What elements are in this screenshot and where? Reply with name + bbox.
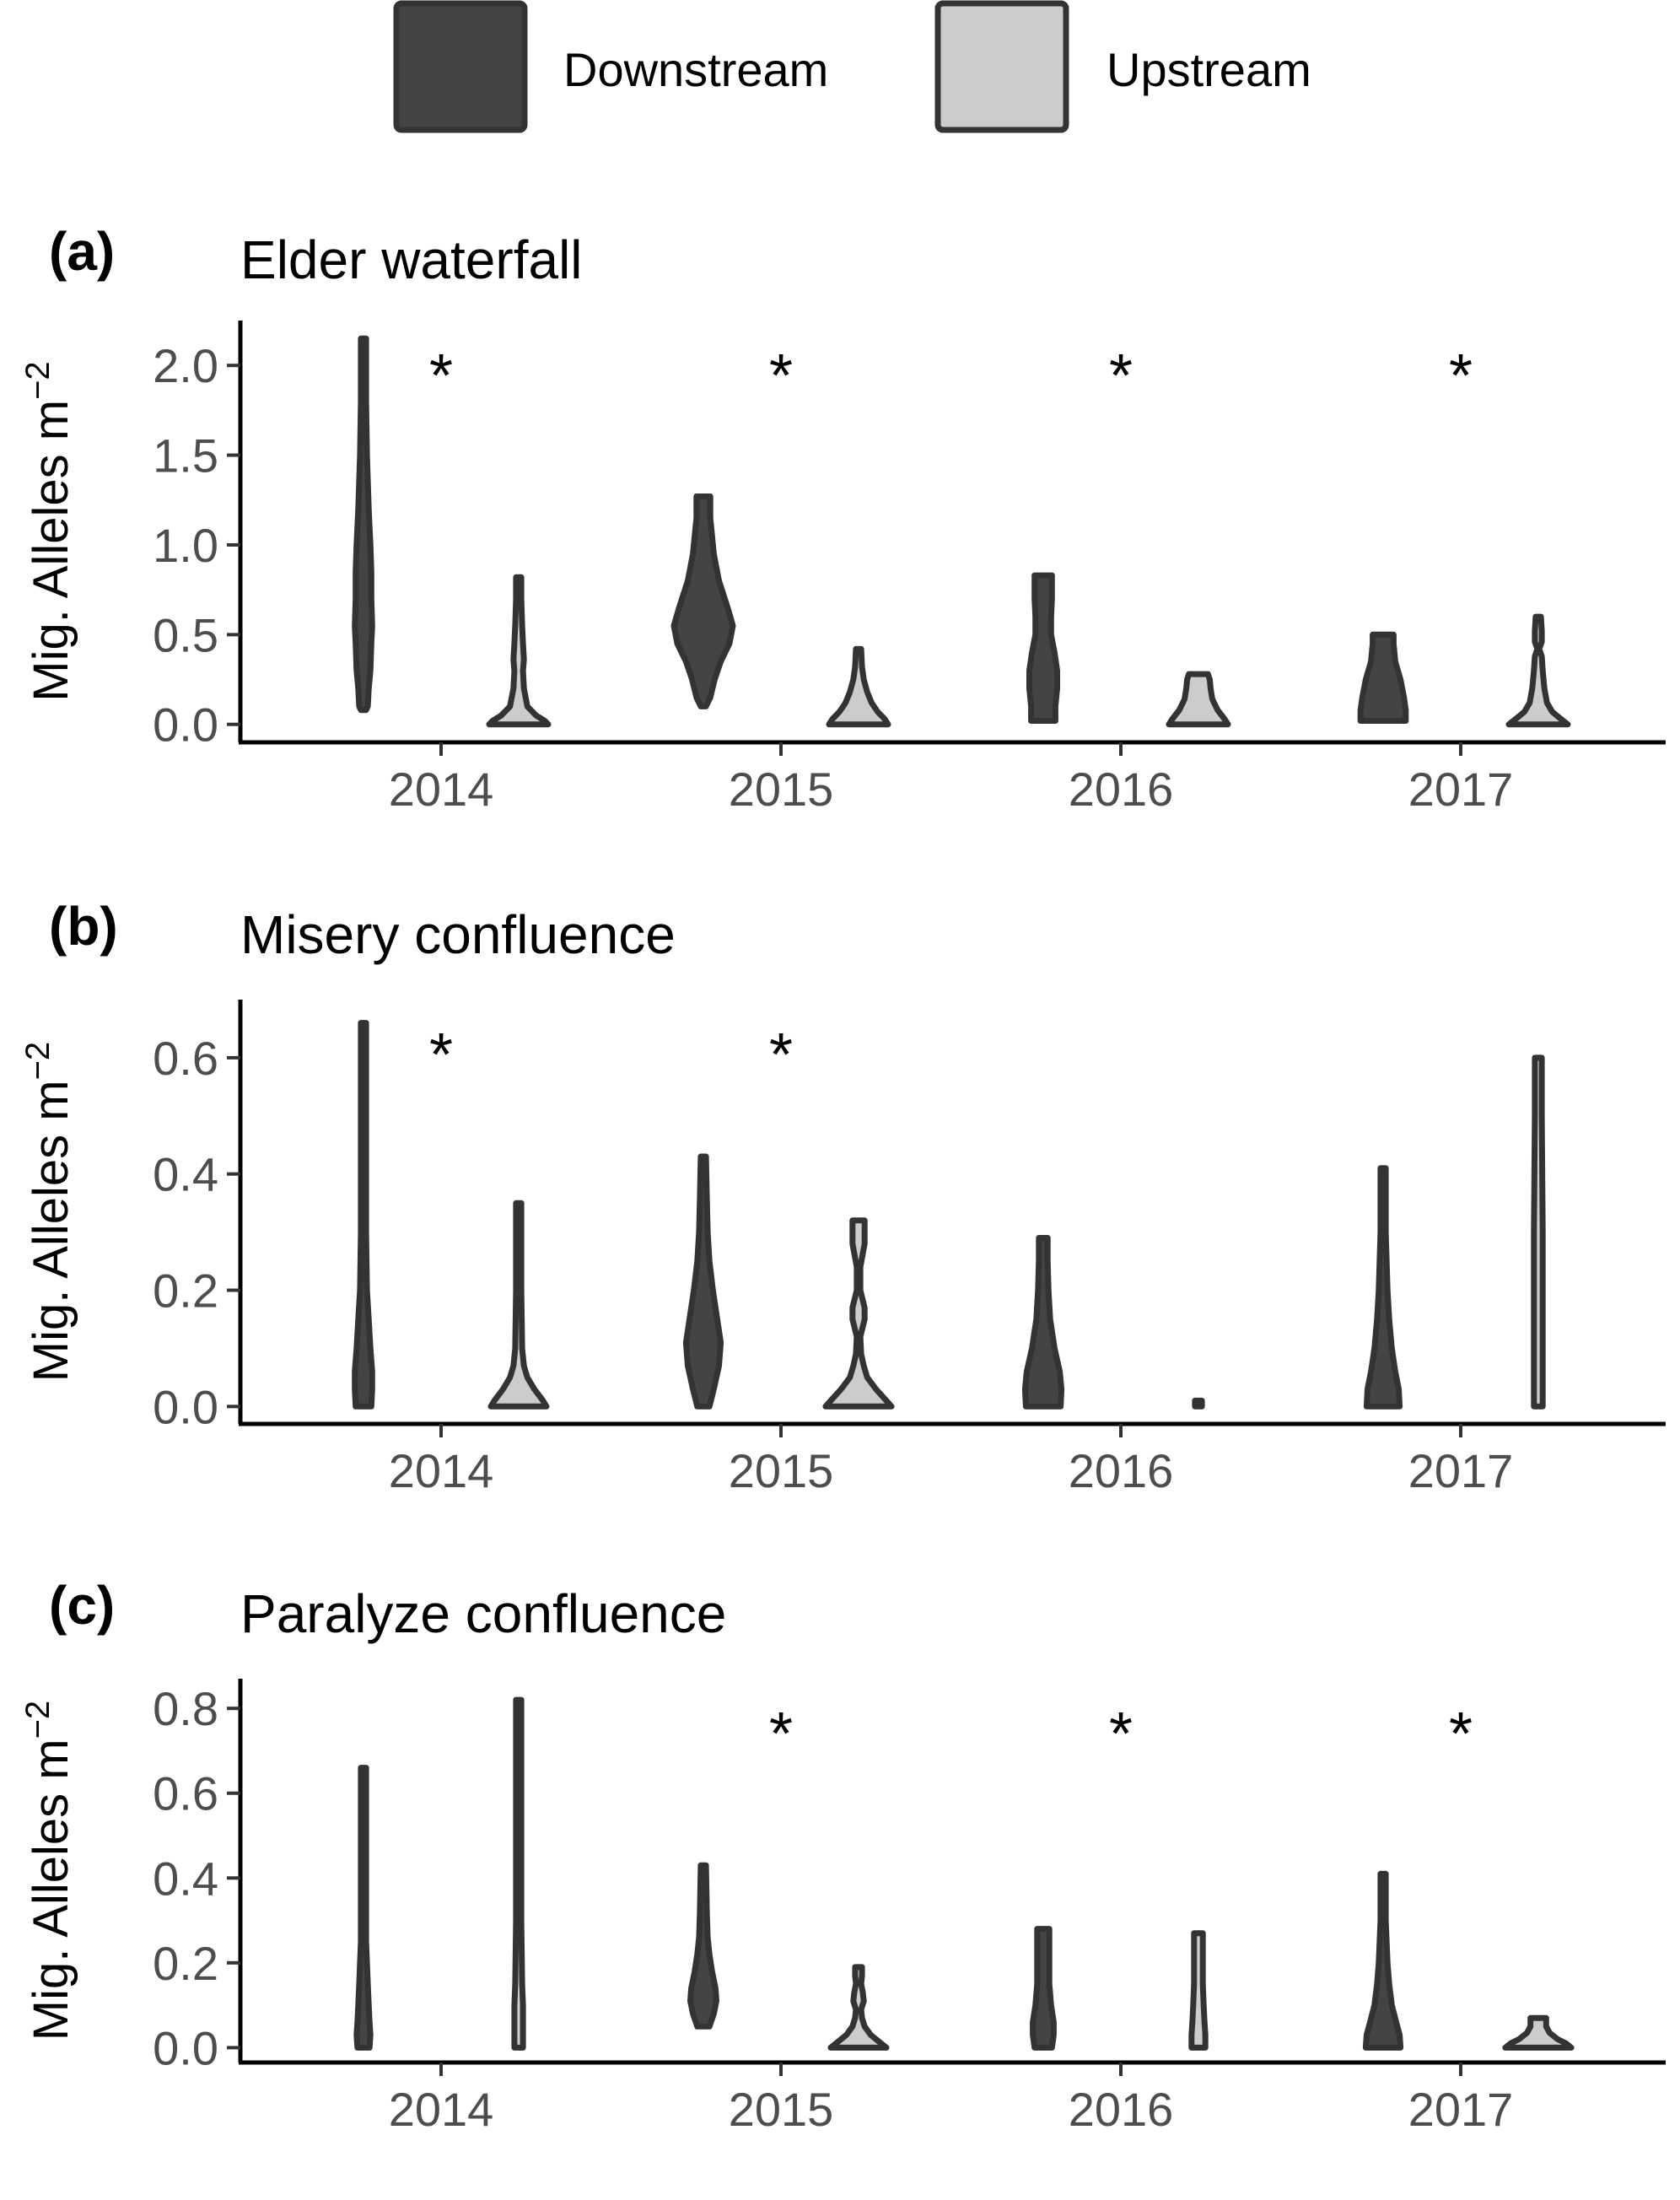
legend: Downstream Upstream: [393, 0, 1311, 133]
violin-upstream-2014: [487, 1200, 550, 1410]
panels: (a) Elder waterfall Mig. Alleles m−2 0.0 0.5…: [19, 221, 1666, 2136]
y-tick-label: 0.4: [153, 1148, 218, 1201]
y-tick-label: 0.2: [153, 1264, 218, 1318]
violin-downstream-2016: [1021, 1235, 1065, 1410]
violin-upstream-2015: [826, 645, 891, 728]
violin-downstream-2017: [1362, 1870, 1404, 2051]
significance-marker: *: [769, 1701, 793, 1768]
violin-upstream-2015: [827, 1964, 890, 2051]
panel-title: Elder waterfall: [240, 229, 583, 290]
x-tick-label: 2017: [1408, 2083, 1514, 2136]
x-tick-label: 2015: [729, 2083, 834, 2136]
violin-upstream-2014: [486, 574, 552, 728]
y-tick-label: 0.0: [153, 698, 218, 752]
x-tick-label: 2017: [1408, 763, 1514, 816]
violin-upstream-2015: [822, 1217, 895, 1410]
x-tick-label: 2014: [389, 1444, 494, 1497]
violin-upstream-2014: [511, 1696, 526, 2051]
violin-downstream-2016: [1026, 572, 1060, 724]
y-tick-label: 0.5: [153, 608, 218, 661]
y-axis-title: Mig. Alleles m−2: [19, 361, 78, 701]
significance-marker: *: [1109, 1701, 1133, 1768]
y-tick-label: 1.5: [153, 429, 218, 483]
x-tick-label: 2014: [389, 2083, 494, 2136]
y-tick-label: 2.0: [153, 339, 218, 392]
y-tick-label: 1.0: [153, 519, 218, 572]
significance-marker: *: [429, 1022, 453, 1089]
panel-label: (a): [49, 221, 115, 282]
panel-title: Paralyze confluence: [240, 1583, 726, 1644]
violin-downstream-2016: [1030, 1926, 1057, 2051]
panel-label: (c): [49, 1575, 115, 1636]
violin-downstream-2014: [353, 1765, 374, 2051]
violin-upstream-2016: [1188, 1930, 1209, 2051]
x-tick-label: 2015: [729, 1444, 834, 1497]
violin-upstream-2016: [1166, 671, 1231, 728]
significance-marker: *: [1449, 1701, 1473, 1768]
y-axis-title: Mig. Alleles m−2: [19, 1042, 78, 1382]
panel-3: (c) Paralyze confluence Mig. Alleles m−2 0.…: [19, 1575, 1666, 2136]
y-tick-label: 0.0: [153, 2021, 218, 2074]
legend-swatch-downstream: [393, 0, 528, 133]
x-tick-label: 2017: [1408, 1444, 1514, 1497]
y-tick-label: 0.6: [153, 1032, 218, 1085]
y-tick-label: 0.2: [153, 1937, 218, 1990]
violin-downstream-2015: [670, 493, 736, 709]
violin-downstream-2014: [352, 1020, 375, 1410]
x-tick-label: 2014: [389, 763, 494, 816]
violin-upstream-2017: [1505, 613, 1571, 728]
panel-title: Misery confluence: [240, 904, 676, 965]
y-tick-label: 0.6: [153, 1767, 218, 1820]
significance-marker: *: [1449, 342, 1473, 410]
panel-2: (b) Misery confluence Mig. Alleles m−2 0.0 0…: [19, 896, 1666, 1497]
x-tick-label: 2016: [1069, 763, 1174, 816]
y-axis-title: Mig. Alleles m−2: [19, 1701, 78, 2041]
violin-downstream-2017: [1357, 631, 1409, 724]
violin-upstream-2017: [1502, 2014, 1575, 2051]
violin-downstream-2015: [682, 1153, 724, 1410]
violin-downstream-2014: [352, 335, 375, 714]
y-tick-label: 0.0: [153, 1380, 218, 1433]
violin-upstream-2016: [1192, 1397, 1205, 1410]
x-tick-label: 2015: [729, 763, 834, 816]
x-tick-label: 2016: [1069, 2083, 1174, 2136]
y-tick-label: 0.8: [153, 1682, 218, 1735]
significance-marker: *: [1109, 342, 1133, 410]
panel-1: (a) Elder waterfall Mig. Alleles m−2 0.0 0.5…: [19, 221, 1666, 816]
significance-marker: *: [769, 342, 793, 410]
legend-label-upstream: Upstream: [1107, 43, 1311, 96]
significance-marker: *: [429, 342, 453, 410]
panel-label: (b): [49, 896, 118, 957]
violin-upstream-2017: [1531, 1054, 1546, 1410]
significance-marker: *: [769, 1022, 793, 1089]
legend-swatch-upstream: [934, 0, 1069, 133]
violin-downstream-2017: [1363, 1165, 1403, 1410]
violin-downstream-2015: [687, 1862, 719, 2030]
x-tick-label: 2016: [1069, 1444, 1174, 1497]
y-tick-label: 0.4: [153, 1852, 218, 1905]
legend-label-downstream: Downstream: [563, 43, 828, 96]
